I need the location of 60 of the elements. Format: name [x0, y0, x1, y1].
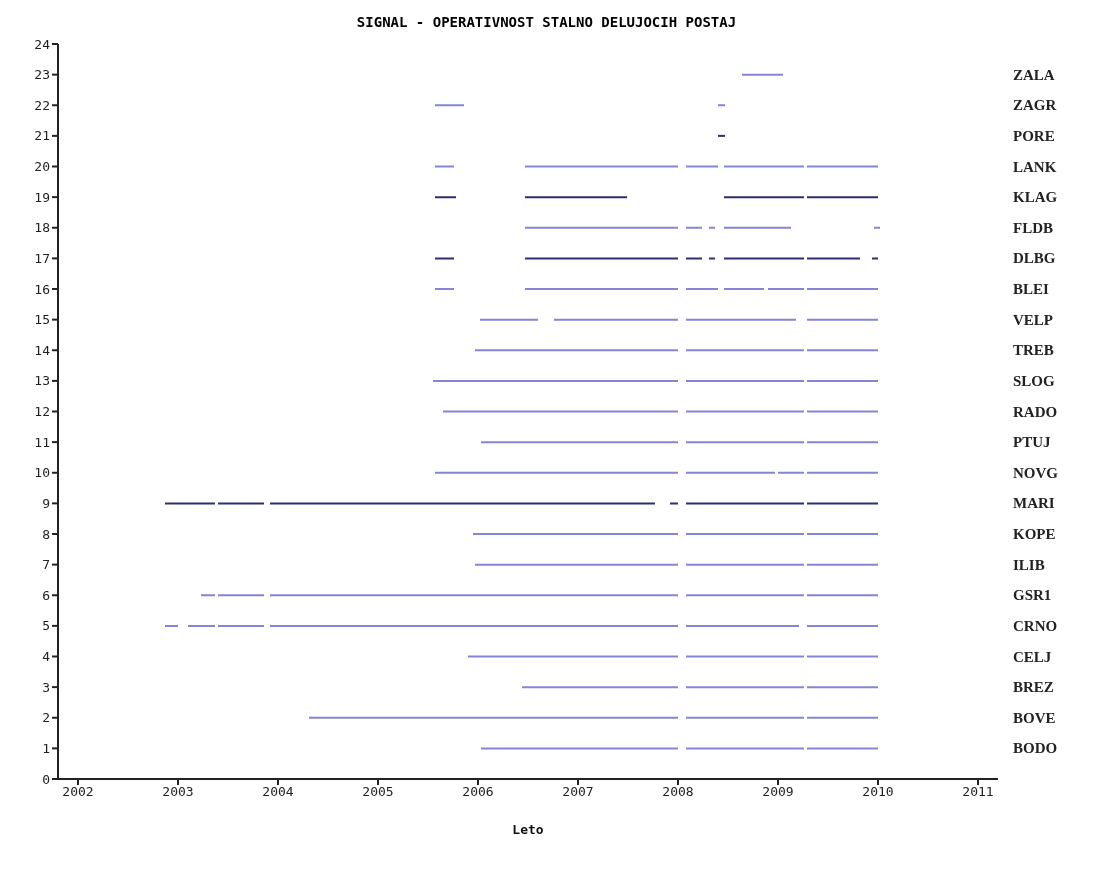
y-tick-label: 14 — [34, 342, 51, 358]
x-tick-label: 2007 — [562, 784, 594, 800]
text: ZAGR — [1013, 96, 1057, 115]
y-tick-label: 20 — [34, 159, 50, 175]
y-tick-label: 18 — [34, 220, 50, 236]
x-tick-label: 2011 — [962, 784, 994, 800]
text: GSR1 — [1013, 586, 1052, 605]
text: CRNO — [1013, 616, 1058, 635]
text: SLOG — [1013, 371, 1055, 390]
y-tick-label: 19 — [34, 189, 50, 205]
y-tick-label: 13 — [34, 373, 50, 389]
text: KLAG — [1013, 188, 1058, 207]
y-tick-label: 17 — [34, 250, 50, 266]
y-tick-label: 7 — [42, 557, 50, 573]
y-tick-label: 5 — [42, 618, 50, 634]
text: DLBG — [1013, 249, 1056, 268]
text: PTUJ — [1013, 433, 1051, 452]
text: LANK — [1013, 157, 1057, 176]
y-tick-label: 1 — [42, 740, 50, 756]
text: ZALA — [1013, 65, 1055, 84]
y-tick-label: 15 — [34, 312, 50, 328]
text: TREB — [1013, 341, 1054, 360]
chart-title: SIGNAL - OPERATIVNOST STALNO DELUJOCIH POSTAJ — [355, 13, 738, 32]
y-tick-label: 10 — [34, 465, 50, 481]
y-tick-label: 24 — [34, 36, 51, 52]
y-tick-label: 9 — [42, 495, 50, 511]
x-tick-label: 2002 — [62, 784, 94, 800]
text: CELJ — [1013, 647, 1052, 666]
y-tick-label: 2 — [42, 710, 50, 726]
x-tick-label: 2005 — [362, 784, 394, 800]
y-tick-label: 8 — [42, 526, 50, 542]
y-tick-label: 11 — [34, 434, 50, 450]
y-tick-label: 6 — [42, 587, 50, 603]
y-tick-label: 16 — [34, 281, 50, 297]
y-tick-label: 12 — [34, 404, 50, 420]
x-tick-label: 2003 — [162, 784, 194, 800]
text: BODO — [1013, 739, 1058, 758]
y-tick-label: 21 — [34, 128, 50, 144]
y-tick-label: 3 — [42, 679, 50, 695]
text: BLEI — [1013, 280, 1049, 298]
text: RADO — [1013, 402, 1058, 421]
x-tick-label: 2006 — [462, 784, 494, 800]
text: VELP — [1013, 310, 1054, 329]
text: NOVG — [1013, 463, 1058, 482]
text: PORE — [1013, 126, 1055, 145]
text: BOVE — [1013, 708, 1056, 727]
y-tick-label: 4 — [42, 649, 51, 665]
x-tick-label: 2009 — [762, 784, 794, 800]
x-axis-title: Leto — [512, 822, 544, 837]
x-tick-label: 2004 — [262, 784, 294, 800]
y-tick-label: 23 — [34, 67, 50, 83]
x-tick-label: 2008 — [662, 784, 694, 800]
y-tick-label: 22 — [34, 97, 50, 113]
text: MARI — [1013, 494, 1055, 513]
y-tick-label: 0 — [42, 771, 50, 787]
text: BREZ — [1013, 678, 1054, 697]
text: FLDB — [1013, 218, 1054, 237]
text: KOPE — [1013, 525, 1056, 543]
x-tick-label: 2010 — [862, 784, 894, 800]
text: ILIB — [1013, 555, 1045, 574]
